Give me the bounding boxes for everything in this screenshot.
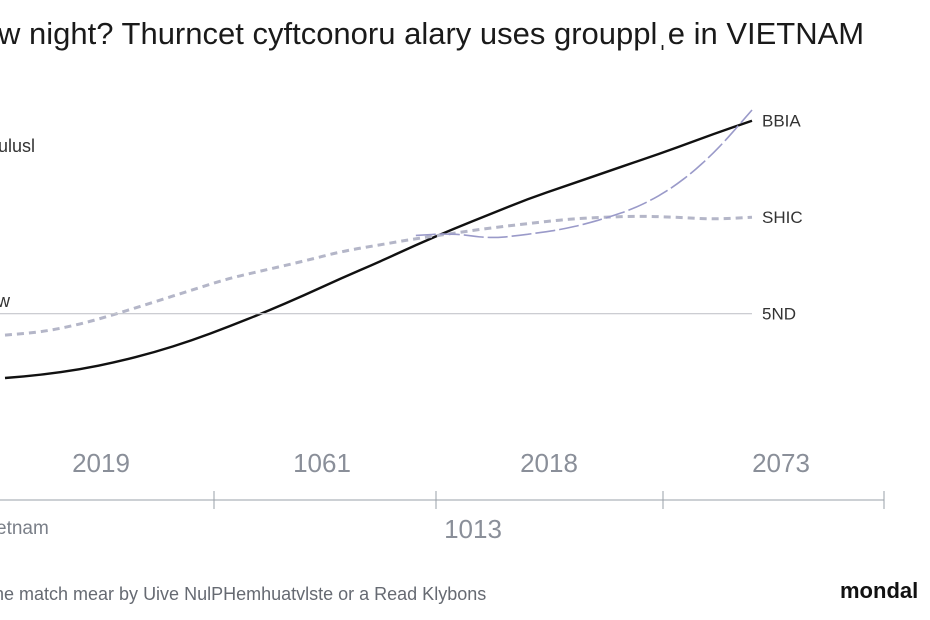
x-tick-label-4: 2073	[752, 448, 810, 478]
x-axis-label: etnam	[0, 518, 49, 539]
y-axis-label-mid: w	[0, 291, 11, 311]
x-tick-label-2: 1061	[293, 448, 351, 478]
caption: ne match mear by Uive NulPHemhuatvlste o…	[0, 584, 486, 604]
series-label-5nd: 5ND	[762, 305, 796, 324]
series-labels: BBIA SHIC 5ND	[762, 112, 803, 324]
x-tick-label-3: 2018	[520, 448, 578, 478]
chart-title: w night? Thurncet cyftconoru alary uses …	[0, 16, 864, 51]
y-axis-label-top: lulusl	[0, 136, 35, 156]
series-line-unnamed-2	[415, 109, 753, 239]
x-axis-center-label: 1013	[444, 514, 502, 544]
series-label-bbia: BBIA	[762, 112, 801, 131]
brand-logo: mondal	[840, 578, 918, 603]
series-line-shic	[4, 214, 753, 337]
series-line-bbia	[4, 119, 753, 380]
series-label-shic: SHIC	[762, 208, 803, 227]
series-layer	[0, 109, 753, 380]
x-tick-label-1: 2019	[72, 448, 130, 478]
